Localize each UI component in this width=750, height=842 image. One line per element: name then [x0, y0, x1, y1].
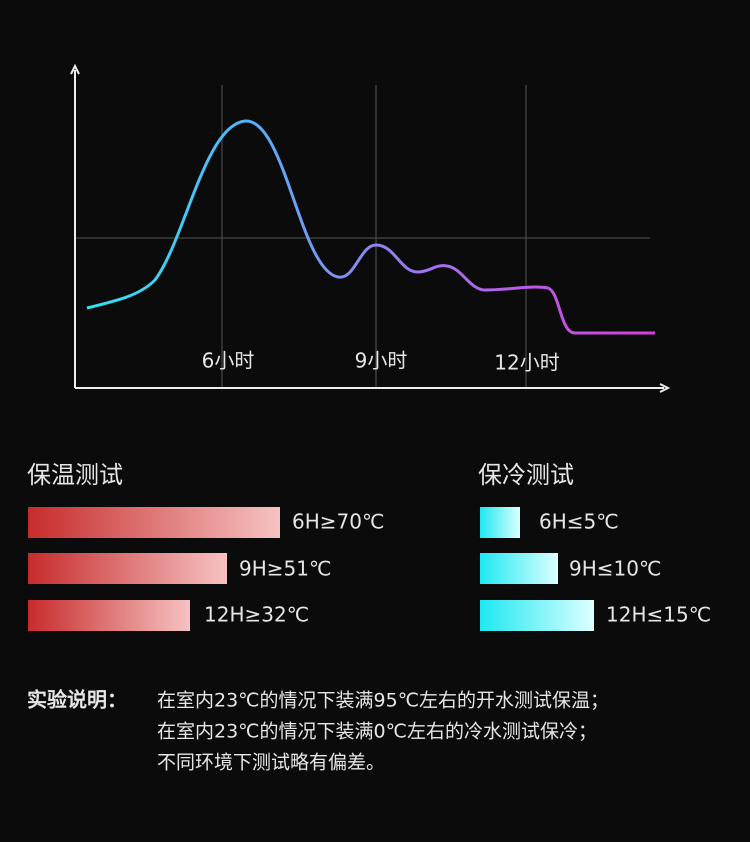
- x-label: 12小时: [494, 351, 559, 375]
- bar: [28, 600, 190, 631]
- section-title: 保温测试: [27, 461, 123, 489]
- grid: [75, 85, 650, 388]
- note-label: 实验说明：: [27, 688, 127, 712]
- x-label: 9小时: [355, 349, 408, 373]
- note-line: 在室内23℃的情况下装满95℃左右的开水测试保温；: [157, 690, 609, 712]
- bar-label: 9H≤10℃: [569, 557, 661, 581]
- x-label: 6小时: [202, 349, 255, 373]
- axes: [70, 63, 671, 393]
- bar: [28, 553, 227, 584]
- note-line: 不同环境下测试略有偏差。: [157, 752, 385, 774]
- bar: [28, 507, 280, 538]
- bar: [480, 553, 558, 584]
- arrow: [659, 383, 671, 393]
- bar-label: 6H≥70℃: [292, 510, 384, 534]
- bar-label: 6H≤5℃: [539, 510, 619, 534]
- note-line: 在室内23℃的情况下装满0℃左右的冷水测试保冷；: [157, 721, 597, 743]
- trend-curve: [86, 119, 655, 335]
- section-title: 保冷测试: [478, 461, 574, 489]
- bar: [480, 507, 520, 538]
- bar-label: 12H≥32℃: [204, 603, 309, 627]
- bar: [480, 600, 594, 631]
- bar-label: 9H≥51℃: [239, 557, 331, 581]
- bar-label: 12H≤15℃: [606, 603, 711, 627]
- arrow: [70, 63, 80, 75]
